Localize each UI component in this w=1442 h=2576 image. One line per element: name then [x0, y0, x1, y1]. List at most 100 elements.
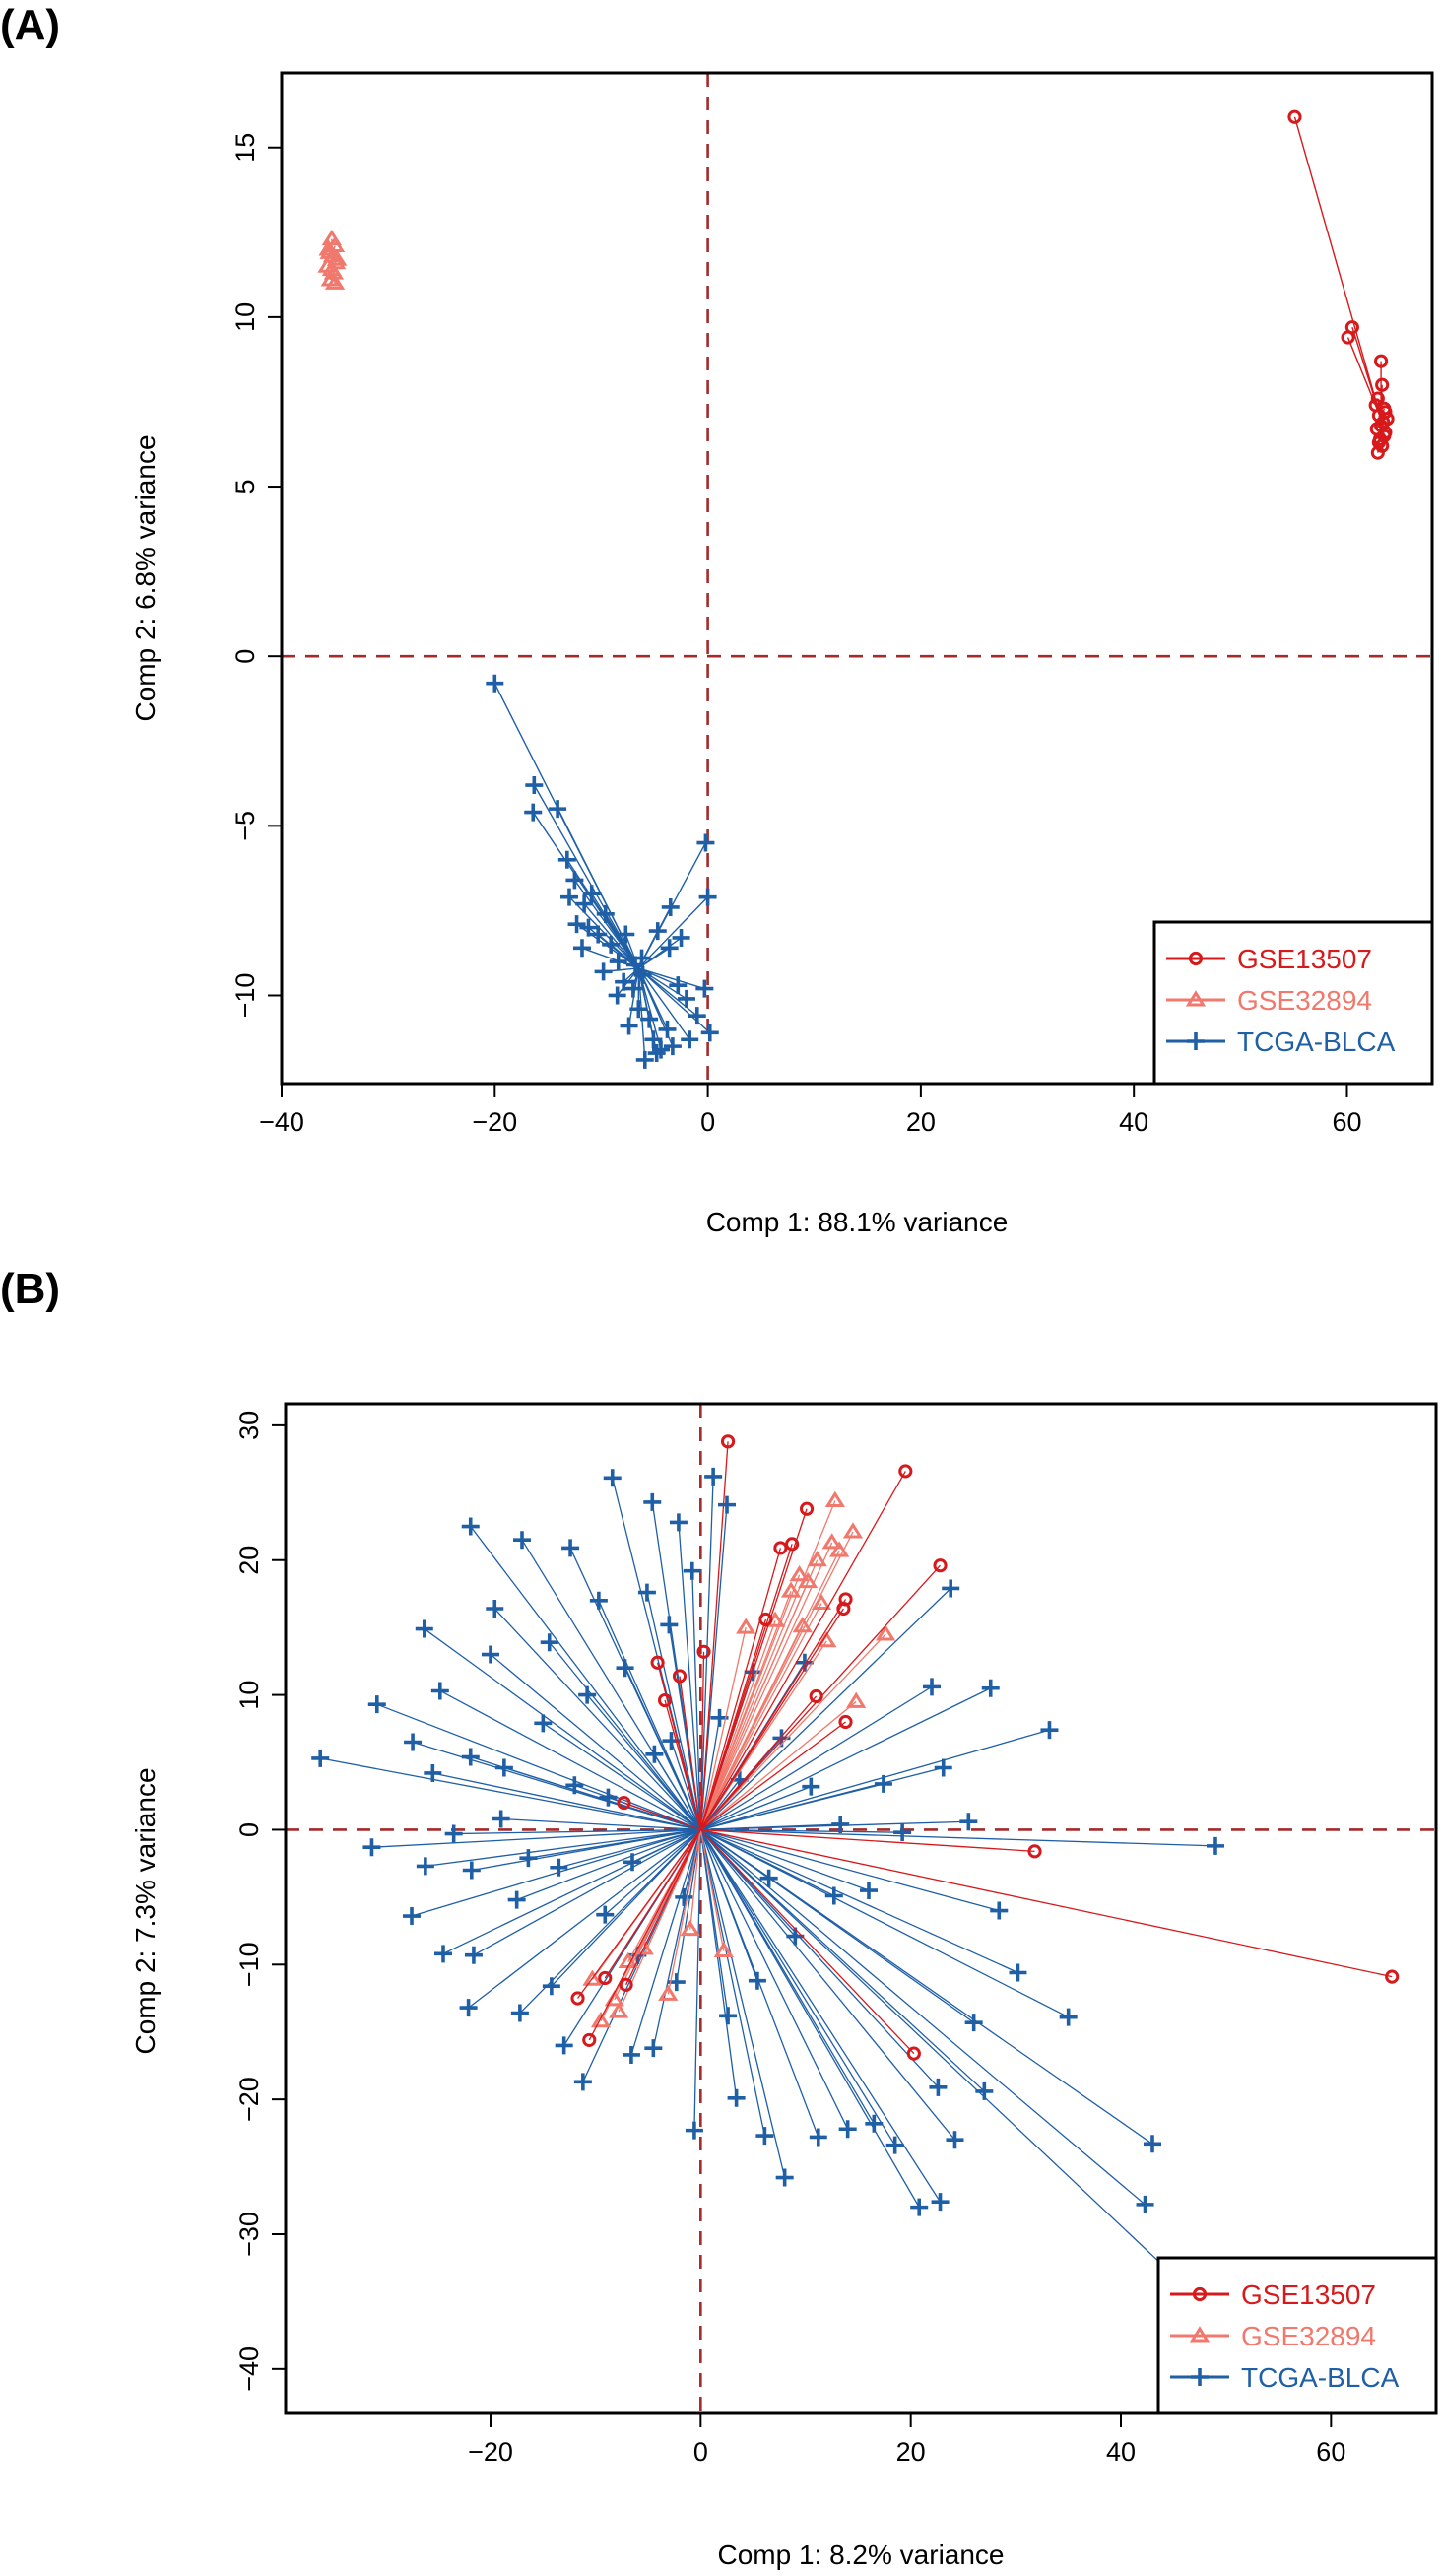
panel-b-star-line	[700, 1786, 812, 1831]
panel-b-legend-label: GSE13507	[1241, 2279, 1376, 2310]
panel-a-data-point	[647, 1044, 666, 1063]
panel-b-star-line	[699, 1829, 796, 1937]
panel-b-star-line	[700, 1828, 903, 1833]
panel-b-data-point	[415, 1619, 433, 1638]
panel-b-data-point	[759, 1869, 778, 1887]
panel-b-star-line	[528, 1828, 701, 1859]
panel-b-series-gse32894	[582, 1490, 896, 2028]
panel-b-data-point	[404, 1733, 423, 1751]
panel-b-data-point	[802, 1777, 820, 1796]
panel-b-star-line	[646, 1592, 701, 1830]
panel-b-data-point	[713, 1941, 734, 1958]
panel-b-y-tick-label: 30	[234, 1411, 264, 1440]
panel-b-star-line	[678, 1522, 701, 1830]
panel-a-data-point	[1374, 418, 1389, 433]
panel-b-data-point	[573, 2073, 592, 2091]
panel-b-data-point	[910, 2198, 929, 2216]
panel-b-data-point	[775, 2168, 794, 2187]
panel-b-star-line	[670, 1740, 701, 1830]
panel-b-data-point	[582, 1969, 603, 1986]
panel-b-star-line	[623, 1667, 701, 1830]
panel-a-data-point	[524, 803, 543, 822]
panel-b-star-line	[699, 1476, 714, 1830]
panel-a-data-point	[565, 871, 584, 890]
panel-b-data-point	[836, 1601, 851, 1617]
panel-b-data-point	[555, 2036, 573, 2055]
panel-b-x-tick-label: 40	[1106, 2437, 1136, 2467]
panel-b-star-line	[699, 1829, 849, 2130]
panel-b-data-point	[660, 1616, 679, 1634]
panel-b-data-point	[590, 2012, 612, 2028]
panel-b-data-point	[599, 1788, 618, 1807]
panel-a-series-gse32894	[317, 229, 348, 290]
panel-a-legend-label: TCGA-BLCA	[1237, 1026, 1396, 1057]
panel-b-data-point	[898, 1464, 913, 1479]
panel-b-star-line	[699, 1695, 818, 1830]
panel-b-star-line	[679, 1676, 701, 1830]
panel-b-data-point	[578, 1685, 597, 1704]
panel-b-star-line	[549, 1641, 701, 1830]
panel-b-star-line	[699, 1542, 833, 1830]
panel-a-data-point	[660, 939, 679, 958]
panel-b-data-point	[622, 2045, 640, 2064]
panel-b-data-point	[657, 1692, 673, 1708]
panel-b-star-line	[424, 1628, 701, 1830]
panel-b-data-point	[619, 1977, 633, 1992]
panel-b-star-line	[630, 1829, 701, 2056]
panel-a-legend-label: GSE32894	[1237, 985, 1372, 1016]
panel-b-data-point	[798, 1571, 819, 1589]
panel-b-data-point	[838, 2120, 857, 2139]
panel-b-y-axis-title: Comp 2: 7.3% variance	[130, 1767, 161, 2054]
panel-a-data-point	[648, 922, 667, 941]
panel-b-star-line	[604, 1828, 701, 1916]
panel-b-star-line	[699, 1721, 846, 1830]
panel-b-data-point	[838, 1714, 853, 1730]
panel-b-star-line	[699, 1829, 758, 1981]
panel-b-data-point	[565, 1776, 584, 1795]
panel-a-data-point	[688, 1007, 706, 1025]
panel-b-star-line	[631, 1828, 701, 1863]
panel-b-star-line	[699, 1828, 1153, 2145]
panel-b-star-line	[376, 1703, 701, 1831]
panel-b-data-point	[669, 1513, 688, 1532]
panel-a-data-point	[608, 986, 626, 1005]
panel-b-star-line	[699, 1625, 804, 1830]
panel-b-data-point	[464, 1946, 483, 1964]
panel-b-data-point	[1009, 1963, 1027, 1982]
panel-b-data-point	[461, 1748, 480, 1766]
panel-b-data-point	[510, 2004, 529, 2022]
panel-b-data-point	[424, 1763, 442, 1782]
panel-b-data-point	[990, 1901, 1009, 1920]
panel-b-data-point	[758, 1612, 773, 1627]
panel-b-data-point	[736, 1618, 756, 1634]
panel-b-star-line	[699, 1590, 792, 1830]
panel-b-data-point	[719, 2007, 738, 2025]
panel-a-x-tick-label: −20	[472, 1107, 517, 1137]
panel-b-data-point	[829, 1541, 850, 1557]
panel-b-data-point	[650, 1655, 665, 1670]
panel-b-plot-frame	[284, 1402, 1438, 2415]
panel-b-data-point	[540, 1633, 558, 1652]
panel-b-data-point	[623, 1853, 641, 1872]
panel-b-star-line	[425, 1828, 701, 1868]
panel-b-star-line	[700, 1729, 1050, 1831]
panel-a-data-point	[615, 972, 633, 991]
panel-b-star-line	[699, 1685, 933, 1830]
panel-b-data-point	[609, 2002, 629, 2018]
panel-a-data-point	[661, 897, 680, 916]
panel-b-star-line	[699, 1829, 766, 2137]
panel-b-data-point	[486, 1600, 504, 1618]
panel-b-y-tick-label: 10	[234, 1681, 264, 1710]
panel-b-data-point	[534, 1714, 553, 1733]
panel-a-data-point	[1287, 109, 1302, 124]
panel-b-legend: GSE13507 GSE32894 TCGA-BLCA	[1156, 2256, 1438, 2415]
panel-b-legend-marker	[1189, 2326, 1211, 2343]
panel-b-star-line	[625, 1829, 701, 1986]
panel-b-y-tick-label: −40	[234, 2346, 264, 2392]
panel-a-data-point	[596, 904, 615, 923]
panel-b-data-point	[885, 2136, 904, 2154]
panel-a-x-axis-title: Comp 1: 88.1% variance	[706, 1207, 1009, 1237]
panel-b-data-point	[685, 2121, 703, 2140]
panel-b-data-point	[842, 1522, 864, 1539]
panel-b-data-point	[367, 1695, 386, 1714]
